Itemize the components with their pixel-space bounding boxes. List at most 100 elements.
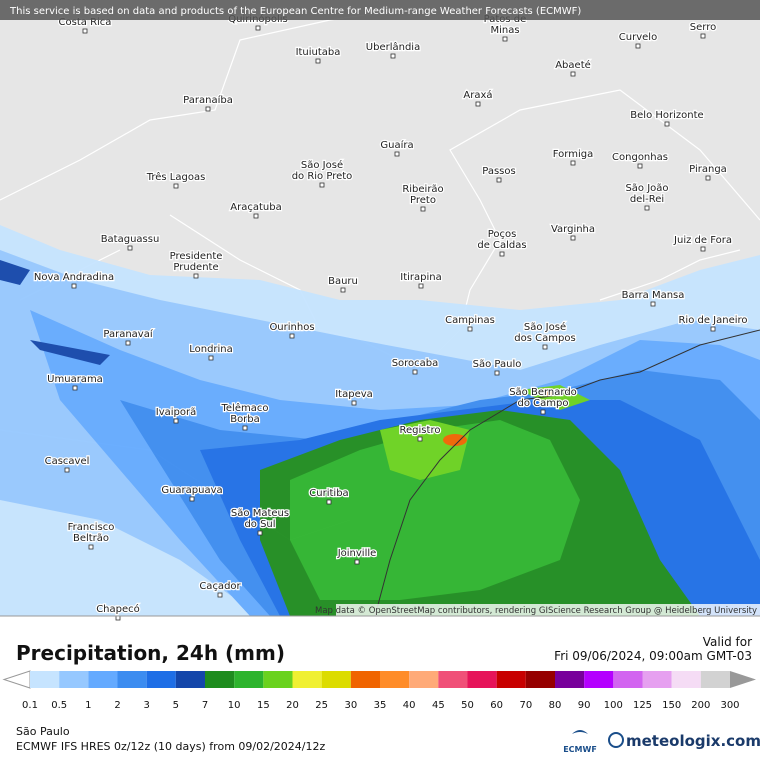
city-label: Cascavel	[45, 456, 90, 467]
scale-label: 3	[143, 700, 149, 711]
scale-label: 45	[432, 700, 445, 711]
scale-segment	[30, 671, 60, 688]
city-label: Londrina	[189, 344, 233, 355]
city-label: do Rio Preto	[292, 171, 353, 182]
city-marker	[570, 71, 576, 77]
scale-segment	[467, 671, 497, 688]
city-marker	[467, 326, 473, 332]
scale-label: 15	[257, 700, 270, 711]
notice-bar	[0, 0, 760, 20]
city-label: Paranaíba	[183, 94, 233, 106]
valid-label: Valid for	[703, 635, 752, 649]
city-label: São João	[625, 183, 668, 194]
city-label: São Mateus	[231, 508, 289, 519]
city-marker	[644, 205, 650, 211]
city-marker	[542, 344, 548, 350]
city-label: Abaeté	[555, 59, 591, 71]
city-marker	[420, 206, 426, 212]
scale-label: 30	[344, 700, 357, 711]
city-label: Ribeirão	[402, 184, 443, 195]
city-marker	[289, 333, 295, 339]
city-marker	[208, 355, 214, 361]
city-label: Três Lagoas	[146, 171, 206, 183]
city-label: Nova Andradina	[34, 272, 114, 283]
city-marker	[88, 544, 94, 550]
scale-arrow-left	[2, 670, 31, 689]
city-marker	[635, 43, 641, 49]
city-marker	[700, 246, 706, 252]
city-label: Juiz de Fora	[673, 235, 732, 246]
scale-label: 40	[403, 700, 416, 711]
city-label: Curvelo	[619, 32, 657, 43]
scale-segment	[380, 671, 410, 688]
city-label: Serro	[690, 22, 716, 33]
city-marker	[417, 436, 423, 442]
city-marker	[125, 340, 131, 346]
city-marker	[494, 370, 500, 376]
city-label: do Sul	[244, 519, 275, 530]
scale-segment	[409, 671, 439, 688]
attribution-bg	[336, 604, 760, 616]
city-label: Formiga	[553, 149, 593, 160]
city-label: Itapeva	[335, 389, 373, 400]
ecmwf-logo: ECMWF	[563, 745, 597, 754]
city-label: Rio de Janeiro	[678, 315, 747, 326]
city-label: Ivaiporã	[156, 407, 196, 418]
city-marker	[257, 530, 263, 536]
scale-segment	[175, 671, 205, 688]
scale-label: 35	[374, 700, 387, 711]
city-label: Piranga	[689, 164, 727, 175]
city-label: Ourinhos	[269, 322, 314, 333]
scale-arrow-right	[730, 671, 756, 688]
scale-segment	[555, 671, 585, 688]
city-marker	[664, 121, 670, 127]
city-marker	[394, 151, 400, 157]
city-label: Itirapina	[400, 272, 441, 283]
city-label: Prudente	[173, 262, 218, 273]
city-label: dos Campos	[514, 333, 575, 344]
city-marker	[255, 25, 261, 31]
brand: meteologix.com	[626, 732, 760, 750]
city-label: Minas	[490, 25, 519, 36]
legend-title: Precipitation, 24h (mm)	[16, 641, 285, 665]
scale-label: 7	[202, 700, 208, 711]
city-marker	[173, 418, 179, 424]
attribution: Map data © OpenStreetMap contributors, r…	[315, 606, 757, 616]
city-marker	[390, 53, 396, 59]
city-label: Guaíra	[380, 139, 413, 151]
city-label: São Paulo	[473, 359, 522, 370]
city-label: Passos	[482, 166, 515, 177]
scale-label: 60	[490, 700, 503, 711]
scale-label: 90	[578, 700, 591, 711]
city-label: de Caldas	[477, 240, 526, 251]
city-marker	[71, 283, 77, 289]
city-label: Belo Horizonte	[630, 110, 703, 121]
scale-segment	[205, 671, 235, 688]
city-marker	[340, 287, 346, 293]
city-marker	[705, 175, 711, 181]
city-marker	[205, 106, 211, 112]
city-label: Preto	[410, 195, 436, 206]
scale-label: 5	[173, 700, 179, 711]
city-label: Bataguassu	[101, 234, 160, 245]
city-marker	[502, 36, 508, 42]
map: Costa RicaQuirinópolisPatos deMinasSerro…	[0, 0, 760, 621]
scale-segment	[321, 671, 351, 688]
city-layer: Costa RicaQuirinópolisPatos deMinasSerro…	[33, 12, 749, 621]
scale-segment	[642, 671, 672, 688]
scale-segment	[146, 671, 176, 688]
coastline	[374, 329, 760, 617]
city-marker	[127, 245, 133, 251]
location: São Paulo	[16, 725, 70, 738]
city-label: Paranavaí	[103, 328, 153, 340]
city-label: Telêmaco	[221, 402, 269, 414]
city-marker	[315, 58, 321, 64]
city-label: Registro	[400, 425, 441, 436]
city-marker	[351, 400, 357, 406]
city-marker	[700, 33, 706, 39]
city-label: Bauru	[328, 276, 358, 287]
city-label: São José	[524, 321, 566, 333]
city-marker	[173, 183, 179, 189]
city-marker	[326, 499, 332, 505]
